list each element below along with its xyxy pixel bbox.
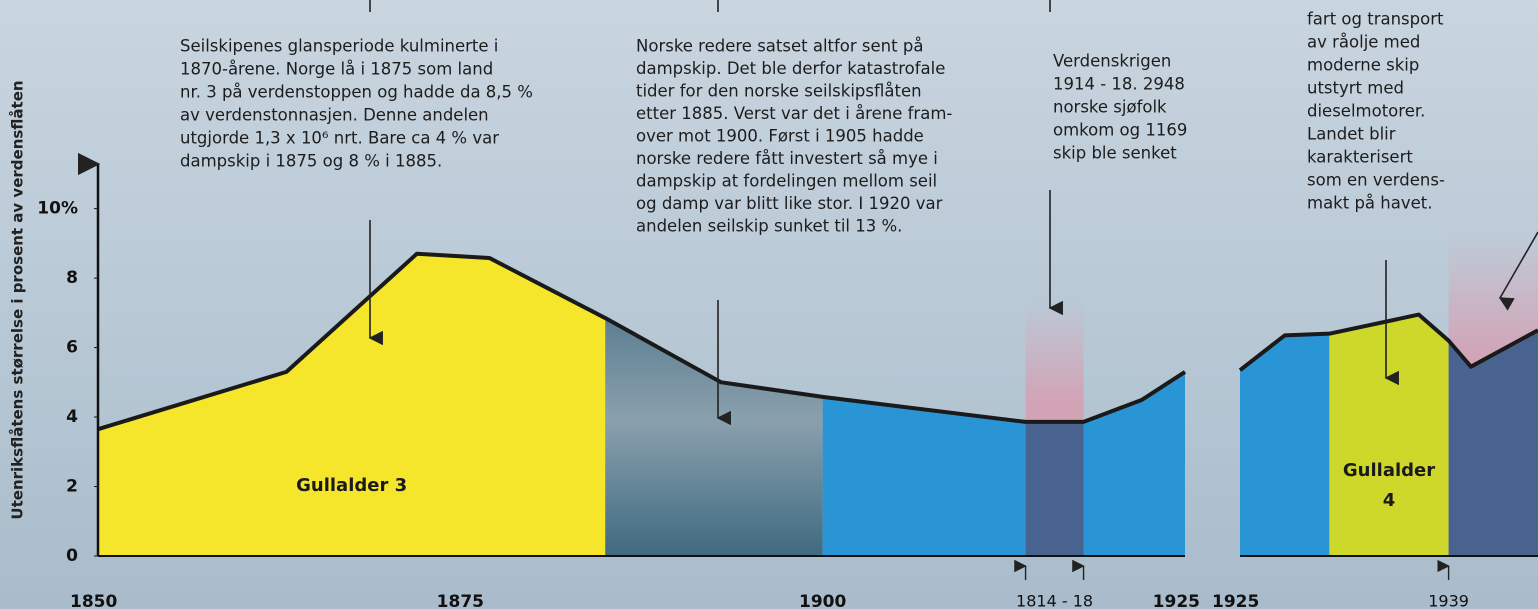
annotation-line: norske sjøfolk	[1053, 98, 1167, 117]
annotation-line: Norske redere satset altfor sent på	[636, 37, 923, 56]
x-tick-label: 1900	[799, 592, 846, 609]
annotation-line: utgjorde 1,3 x 10⁶ nrt. Bare ca 4 % var	[180, 129, 499, 148]
annotation-line: Seilskipenes glansperiode kulminerte i	[180, 37, 498, 56]
annotation-line: skip ble senket	[1053, 144, 1177, 163]
period-label: 4	[1383, 490, 1396, 511]
annotation-line: av råolje med	[1307, 33, 1420, 52]
annotation-line: omkom og 1169	[1053, 121, 1187, 140]
y-tick-label: 10%	[37, 199, 78, 219]
y-axis-label: Utenriksflåtens størrelse i prosent av v…	[9, 80, 27, 519]
annotation-line: makt på havet.	[1307, 194, 1432, 213]
annotation-line: dampskip at fordelingen mellom seil	[636, 172, 937, 191]
x-tick-label: 1850	[70, 592, 117, 609]
marker-label: 1814 - 18	[1016, 592, 1093, 609]
period-label: Gullalder	[1343, 460, 1435, 481]
annotation-line: karakterisert	[1307, 148, 1413, 167]
annotation-line: utstyrt med	[1307, 79, 1404, 98]
annotation-line: dampskip i 1875 og 8 % i 1885.	[180, 152, 442, 171]
annotation-line: nr. 3 på verdenstoppen og hadde da 8,5 %	[180, 83, 533, 102]
annotation-line: tider for den norske seilskipsflåten	[636, 82, 922, 101]
annotation-line: dampskip. Det ble derfor katastrofale	[636, 59, 945, 78]
annotation-line: Verdenskrigen	[1053, 52, 1171, 71]
annotation-line: norske redere fått investert så mye i	[636, 149, 938, 168]
annotation-line: 1914 - 18. 2948	[1053, 75, 1185, 94]
annotation-line: fart og transport	[1307, 10, 1444, 29]
marker-label: 1939	[1428, 592, 1469, 609]
annotation-line: av verdenstonnasjen. Denne andelen	[180, 106, 489, 125]
x-tick-label: 1925	[1153, 592, 1200, 609]
y-tick-label: 6	[66, 338, 78, 358]
period-label: Gullalder 3	[296, 475, 407, 496]
y-tick-label: 8	[66, 268, 78, 288]
y-tick-label: 2	[66, 477, 78, 497]
x-tick-label: 1875	[437, 592, 484, 609]
annotation-line: dieselmotorer.	[1307, 102, 1425, 121]
annotation-line: og damp var blitt like stor. I 1920 var	[636, 194, 943, 213]
y-tick-label: 4	[66, 407, 78, 427]
annotation-line: Landet blir	[1307, 125, 1396, 144]
annotation-line: over mot 1900. Først i 1905 hadde	[636, 127, 924, 146]
annotation-line: moderne skip	[1307, 56, 1419, 75]
y-tick-label: 0	[66, 546, 78, 566]
x-tick-label: 1925	[1212, 592, 1259, 609]
annotation-line: 1870-årene. Norge lå i 1875 som land	[180, 60, 493, 79]
annotation-line: andelen seilskip sunket til 13 %.	[636, 217, 902, 236]
chart: Gullalder 3 0 2 4 6 8 10% 1850 1875 1900 1925 1814 …	[0, 0, 1538, 609]
annotation-line: som en verdens-	[1307, 171, 1445, 190]
annotation-line: etter 1885. Verst var det i årene fram-	[636, 104, 952, 123]
